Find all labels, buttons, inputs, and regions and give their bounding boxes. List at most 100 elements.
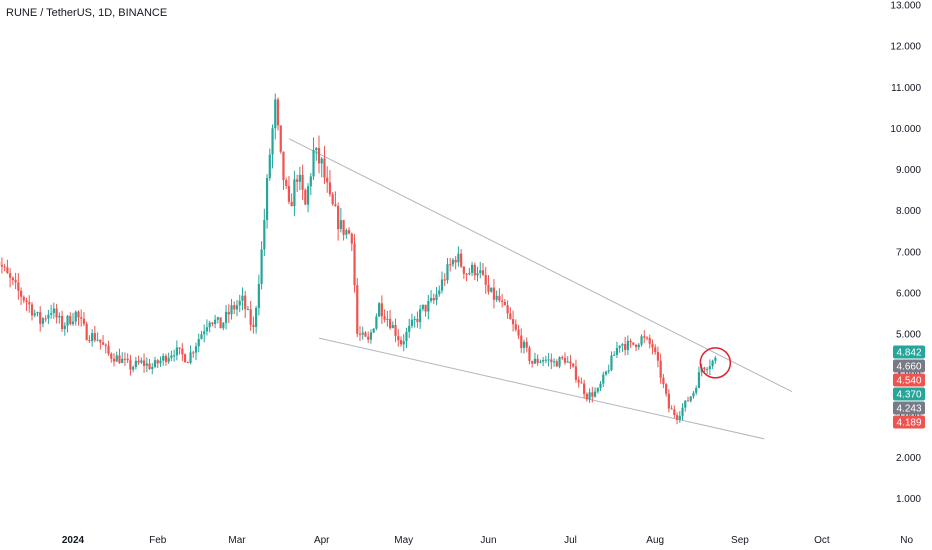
candle-body	[178, 347, 181, 349]
candle-body	[9, 273, 12, 278]
candle-body	[367, 336, 370, 340]
candle-body	[197, 339, 200, 347]
candle-body	[624, 344, 627, 350]
candle-body	[205, 327, 209, 332]
candle-body	[309, 176, 312, 187]
candle-body	[364, 332, 367, 337]
candle-body	[96, 339, 99, 341]
candle-body	[667, 393, 670, 409]
candle-body	[599, 383, 602, 389]
candle-body	[522, 341, 526, 348]
candle-body	[36, 312, 39, 314]
candle-body	[517, 329, 520, 336]
highlight-circle	[699, 347, 732, 379]
candle-body	[380, 303, 383, 317]
price-tick-label: 1.000	[896, 494, 921, 505]
candle-body	[88, 340, 91, 342]
candle-body	[607, 370, 610, 372]
candle-body	[572, 363, 575, 367]
symbol-title: RUNE / TetherUS, 1D, BINANCE	[6, 7, 168, 19]
candle-body	[670, 408, 673, 410]
price-label-badge	[893, 345, 925, 359]
candle-body	[317, 147, 321, 164]
price-label-text: 4.243	[896, 404, 921, 415]
candle-body	[613, 354, 616, 356]
candle-body	[339, 220, 342, 230]
candle-body	[3, 266, 6, 268]
candle-body	[402, 341, 405, 345]
candle-body	[481, 270, 485, 275]
candle-body	[583, 383, 586, 395]
candle-body	[495, 295, 498, 300]
price-axis[interactable]: 13.000 12.000 11.000 10.000 9.000 8.000 7.000 6…	[888, 0, 932, 550]
candle-body	[214, 319, 217, 324]
candle-body	[468, 272, 471, 275]
candle-body	[413, 318, 416, 320]
candle-body	[304, 189, 307, 205]
candle-body	[550, 359, 553, 363]
candle-body	[323, 158, 326, 178]
candle-body	[421, 304, 424, 310]
candle-body	[320, 158, 323, 164]
candle-body	[156, 360, 159, 364]
candle-body	[6, 267, 9, 274]
candle-body	[230, 305, 233, 315]
candle-body	[170, 355, 173, 358]
trendline-upper[interactable]	[288, 138, 793, 393]
candle-body	[427, 300, 430, 312]
candle-body	[361, 332, 364, 335]
candle-body	[227, 311, 230, 315]
candle-body	[454, 259, 457, 263]
candle-body	[555, 361, 558, 367]
candle-body	[615, 347, 619, 355]
candle-body	[544, 359, 547, 361]
trendline-lower[interactable]	[318, 337, 765, 440]
candle-body	[419, 309, 422, 323]
candle-body	[298, 174, 301, 182]
candle-body	[208, 322, 211, 328]
time-tick-label: Aug	[646, 535, 664, 546]
candle-body	[604, 371, 608, 375]
candle-body	[651, 343, 654, 348]
candle-body	[58, 315, 61, 318]
candle-body	[74, 311, 77, 322]
candle-body	[659, 360, 662, 378]
candle-body	[246, 309, 250, 311]
candle-body	[432, 297, 435, 301]
candle-body	[151, 366, 154, 370]
candle-body	[443, 279, 446, 281]
candle-body	[115, 355, 118, 362]
candle-body	[675, 415, 679, 420]
candle-body	[55, 308, 58, 318]
candle-body	[465, 273, 468, 275]
candle-body	[285, 179, 288, 186]
candle-body	[293, 179, 296, 207]
candle-body	[375, 316, 378, 329]
candle-body	[462, 266, 465, 274]
candle-body	[632, 342, 635, 345]
candle-body	[588, 392, 591, 400]
time-axis[interactable]: 2024 Feb Mar Apr May Jun Jul Aug Sep Oct No	[62, 535, 914, 546]
candle-body	[50, 313, 53, 315]
price-tick-label: 11.000	[891, 83, 921, 94]
candle-body	[654, 347, 657, 353]
candle-body	[233, 305, 236, 310]
candle-body	[378, 303, 381, 317]
candle-body	[350, 233, 353, 244]
candle-body	[509, 313, 512, 320]
candle-body	[397, 336, 400, 341]
candle-body	[386, 318, 389, 320]
time-tick-label: 2024	[62, 535, 85, 546]
candle-body	[435, 294, 438, 301]
candle-body	[665, 384, 668, 394]
candle-body	[569, 361, 572, 364]
price-tick-label: 10.000	[890, 124, 921, 135]
candle-body	[194, 346, 198, 353]
candle-body	[211, 322, 214, 324]
candle-body	[695, 387, 698, 393]
candle-body	[686, 400, 690, 402]
candle-body	[566, 361, 569, 363]
price-tick-label: 6.000	[896, 288, 921, 299]
candle-body	[30, 304, 34, 316]
